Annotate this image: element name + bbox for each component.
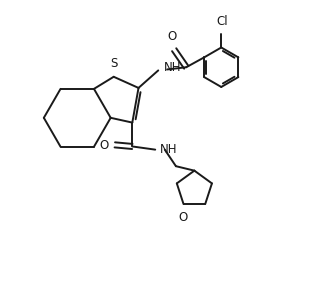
- Text: O: O: [167, 30, 176, 43]
- Text: Cl: Cl: [216, 15, 228, 28]
- Text: NH: NH: [164, 61, 181, 74]
- Text: NH: NH: [160, 143, 178, 156]
- Text: O: O: [100, 139, 109, 152]
- Text: O: O: [178, 211, 188, 224]
- Text: S: S: [110, 57, 118, 70]
